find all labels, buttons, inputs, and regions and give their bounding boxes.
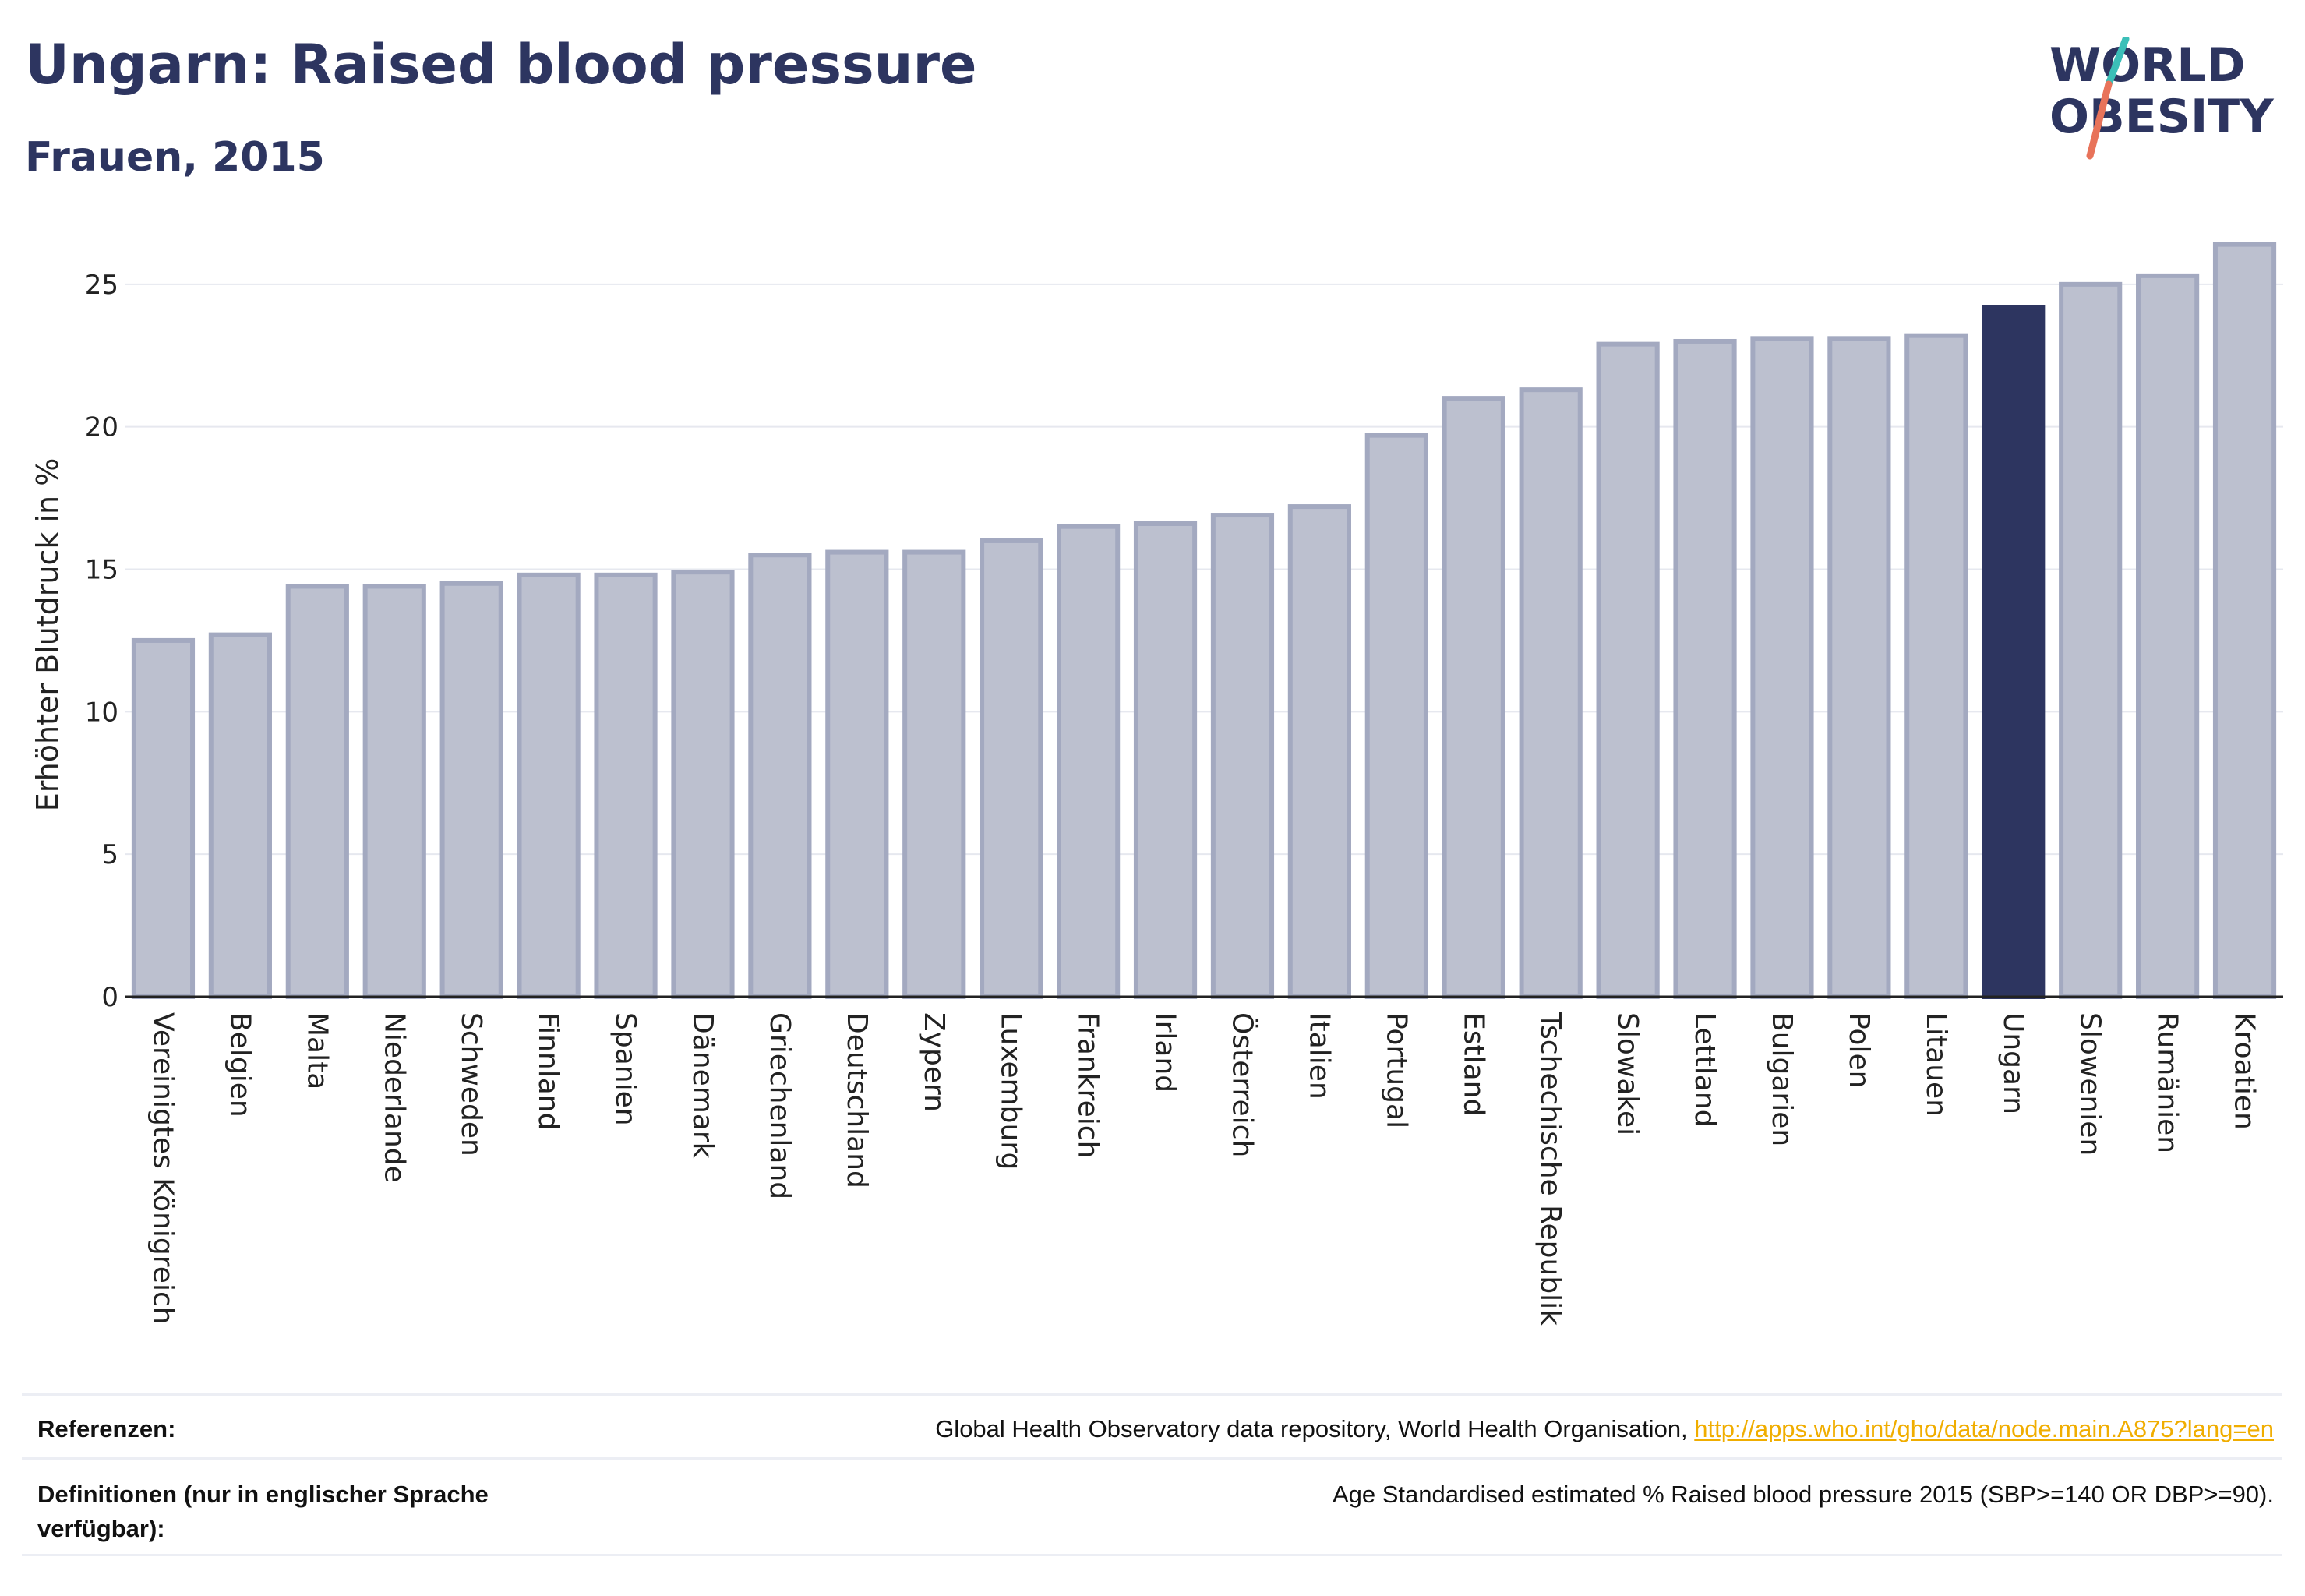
bar-tschechische-republik bbox=[1519, 387, 1583, 1000]
bar-zypern bbox=[902, 549, 966, 999]
logo-line-2: OBESITY bbox=[2049, 90, 2274, 144]
bar-finnland bbox=[517, 572, 581, 999]
x-tick-label: Estland bbox=[1457, 1012, 1489, 1116]
y-axis-label: Erhöhter Blutdruck in % bbox=[30, 458, 65, 812]
bar-portugal bbox=[1364, 433, 1428, 999]
x-tick-label: Polen bbox=[1843, 1012, 1875, 1088]
x-tick-label: Rumänien bbox=[2151, 1012, 2183, 1153]
x-tick-label: Tschechische Republik bbox=[1534, 1012, 1566, 1326]
x-tick-label: Lettland bbox=[1689, 1012, 1721, 1128]
y-tick-label: 5 bbox=[101, 839, 118, 870]
x-tick-label: Slowakei bbox=[1611, 1012, 1643, 1135]
references-label: Referenzen: bbox=[37, 1415, 176, 1442]
bar-malta bbox=[285, 584, 349, 999]
references-source: Global Health Observatory data repositor… bbox=[935, 1415, 1695, 1442]
bar-irland bbox=[1133, 521, 1198, 999]
x-tick-label: Griechenland bbox=[764, 1012, 796, 1199]
footer-divider-middle bbox=[22, 1457, 2282, 1460]
definitions-text: Age Standardised estimated % Raised bloo… bbox=[1332, 1481, 2274, 1508]
footer-divider-bottom bbox=[22, 1554, 2282, 1556]
bar-griechenland bbox=[748, 553, 812, 999]
bar-litauen bbox=[1904, 333, 1968, 1000]
bar-niederlande bbox=[362, 584, 426, 999]
bar-slowakei bbox=[1596, 341, 1660, 999]
x-tick-label: Deutschland bbox=[841, 1012, 873, 1188]
definitions-label: Definitionen (nur in englischer Sprache … bbox=[37, 1481, 489, 1542]
x-tick-label: Ungarn bbox=[1997, 1012, 2029, 1114]
y-tick-label: 25 bbox=[85, 270, 118, 301]
bar-dänemark bbox=[671, 570, 735, 999]
x-tick-label: Frankreich bbox=[1072, 1012, 1104, 1158]
x-tick-label: Slowenien bbox=[2074, 1012, 2106, 1156]
x-tick-label: Niederlande bbox=[378, 1012, 410, 1183]
logo-slash-icon bbox=[2086, 37, 2130, 160]
x-tick-label: Italien bbox=[1303, 1012, 1335, 1100]
x-tick-label: Belgien bbox=[224, 1012, 256, 1118]
y-tick-label: 10 bbox=[85, 697, 118, 728]
y-tick-label: 15 bbox=[85, 555, 118, 586]
chart-subtitle: Frauen, 2015 bbox=[25, 134, 325, 181]
bar-spanien bbox=[594, 572, 658, 999]
x-tick-label: Finnland bbox=[532, 1012, 564, 1130]
bar-ungarn bbox=[1982, 305, 2046, 1000]
x-tick-label: Litauen bbox=[1920, 1012, 1952, 1117]
x-tick-label: Luxemburg bbox=[995, 1012, 1027, 1170]
x-tick-label: Spanien bbox=[609, 1012, 641, 1126]
x-tick-label: Dänemark bbox=[687, 1012, 718, 1159]
bar-schweden bbox=[439, 581, 503, 999]
bar-chart: 0 5 10 15 20 25 Erhöhter Blutdruck in % Vereini… bbox=[30, 242, 2283, 1326]
x-tick-label: Zypern bbox=[918, 1012, 950, 1112]
bar-italien bbox=[1287, 504, 1351, 999]
y-tick-label: 20 bbox=[85, 412, 118, 443]
y-tick-label: 0 bbox=[101, 982, 118, 1013]
x-tick-label: Malta bbox=[301, 1012, 333, 1089]
bar-bulgarien bbox=[1750, 336, 1814, 999]
bar-österreich bbox=[1210, 513, 1275, 999]
x-tick-label: Schweden bbox=[455, 1012, 487, 1156]
references-link[interactable]: http://apps.who.int/gho/data/node.main.A… bbox=[1694, 1415, 2274, 1442]
world-obesity-logo: WORLD OBESITY bbox=[2034, 37, 2291, 170]
bar-kroatien bbox=[2212, 242, 2277, 999]
x-tick-label: Österreich bbox=[1226, 1012, 1258, 1157]
footer-divider-top bbox=[22, 1393, 2282, 1396]
bar-lettland bbox=[1673, 338, 1737, 999]
x-tick-label: Portugal bbox=[1380, 1012, 1412, 1128]
x-tick-label: Kroatien bbox=[2229, 1012, 2261, 1130]
bar-rumänien bbox=[2136, 273, 2200, 999]
chart-title: Ungarn: Raised blood pressure bbox=[25, 33, 977, 97]
logo-line-1: WORLD bbox=[2049, 38, 2246, 93]
bar-estland bbox=[1442, 396, 1505, 999]
references-text: Global Health Observatory data repositor… bbox=[935, 1412, 2274, 1446]
x-tick-label: Irland bbox=[1149, 1012, 1181, 1093]
bar-vereinigtes-königreich bbox=[131, 637, 196, 999]
bar-slowenien bbox=[2059, 281, 2123, 999]
bar-polen bbox=[1827, 336, 1891, 999]
x-tick-label: Vereinigtes Königreich bbox=[146, 1012, 178, 1325]
bar-luxemburg bbox=[980, 538, 1043, 999]
x-tick-label: Bulgarien bbox=[1766, 1012, 1798, 1146]
bar-belgien bbox=[208, 632, 272, 999]
bar-frankreich bbox=[1057, 524, 1121, 999]
bar-deutschland bbox=[825, 549, 889, 999]
